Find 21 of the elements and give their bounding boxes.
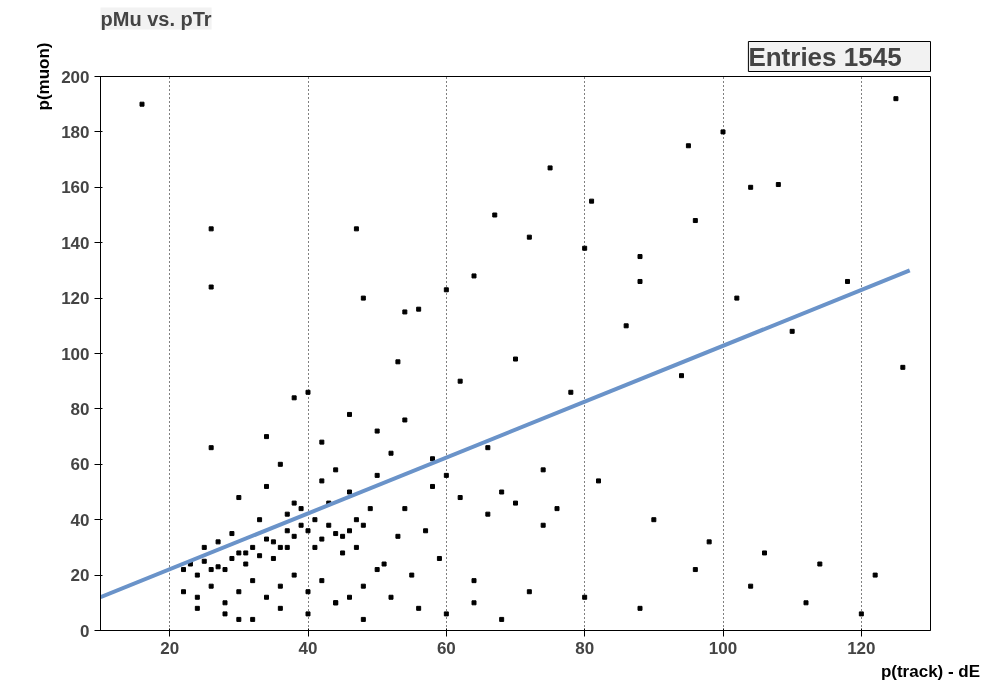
y-tick-label: 140 xyxy=(61,233,90,253)
y-tick-label: 80 xyxy=(70,399,90,419)
y-tick-label: 120 xyxy=(61,289,90,309)
y-tick-label: 200 xyxy=(61,67,90,87)
x-tick-label: 40 xyxy=(298,638,318,658)
x-tick-label: 80 xyxy=(575,638,595,658)
chart-title: pMu vs. pTr xyxy=(100,7,212,30)
y-tick-label: 40 xyxy=(70,510,90,530)
y-tick-label: 160 xyxy=(61,178,90,198)
x-axis-title: p(track) - dE xyxy=(880,661,981,681)
x-tick-label: 120 xyxy=(847,638,876,658)
x-tick-label: 100 xyxy=(708,638,738,658)
y-tick-label: 100 xyxy=(61,344,90,364)
y-tick-label: 20 xyxy=(70,566,90,586)
y-tick-label: 0 xyxy=(80,621,90,641)
y-tick-label: 60 xyxy=(70,455,90,475)
text: Entries 1545 xyxy=(748,41,902,72)
x-tick-label: 20 xyxy=(160,638,180,658)
y-tick-label: 180 xyxy=(61,122,90,142)
y-axis-title: p(muon) xyxy=(34,42,54,111)
x-tick-label: 60 xyxy=(436,638,456,658)
